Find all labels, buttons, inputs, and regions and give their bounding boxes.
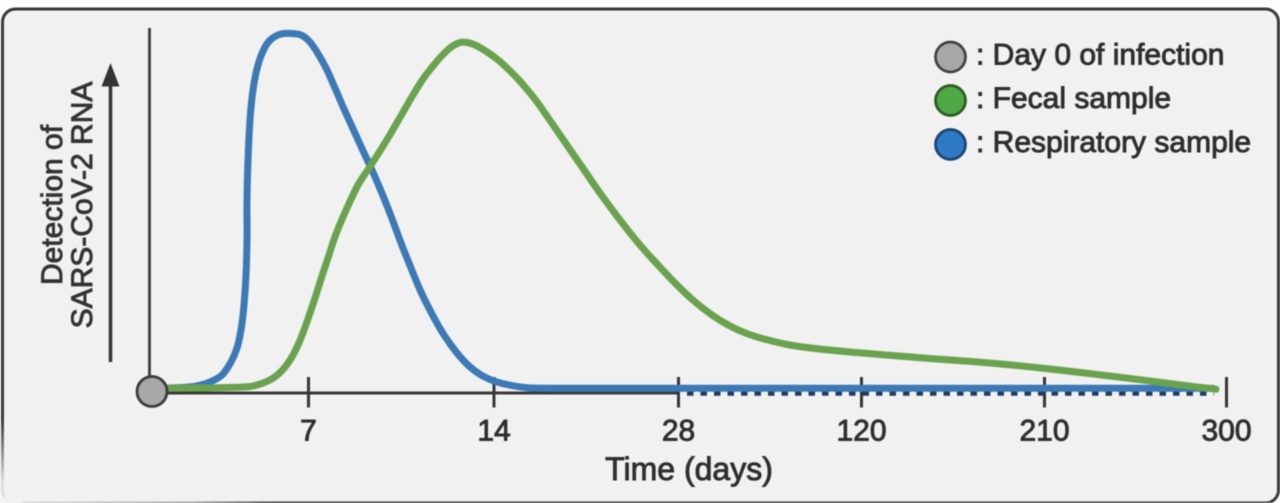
svg-text:300: 300 (1201, 415, 1251, 448)
svg-text:SARS-CoV-2 RNA: SARS-CoV-2 RNA (66, 82, 99, 329)
svg-text:120: 120 (836, 415, 886, 448)
svg-text:7: 7 (300, 415, 317, 448)
svg-text:210: 210 (1019, 415, 1069, 448)
svg-text:28: 28 (662, 415, 695, 448)
svg-text:14: 14 (477, 415, 510, 448)
svg-text:: Day 0 of infection: : Day 0 of infection (976, 39, 1224, 72)
svg-text:Time (days): Time (days) (605, 451, 773, 487)
svg-text:: Respiratory sample: : Respiratory sample (976, 126, 1251, 159)
svg-text:Detection of: Detection of (36, 124, 69, 285)
svg-text:: Fecal sample: : Fecal sample (976, 82, 1171, 115)
